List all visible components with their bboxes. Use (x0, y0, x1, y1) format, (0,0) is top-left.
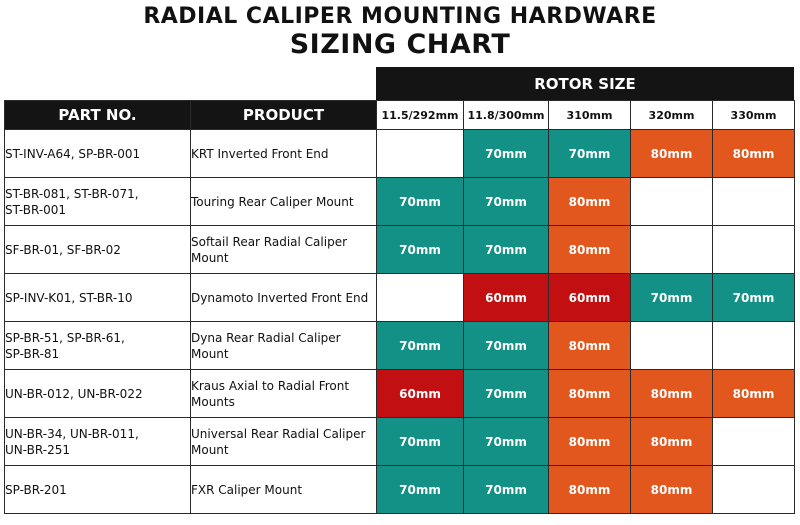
table-row: SP-BR-201 FXR Caliper Mount 70mm 70mm 80mm 80… (4, 465, 795, 514)
size-cell-empty (630, 321, 713, 370)
size-cell: 80mm (548, 225, 631, 274)
size-cell: 80mm (630, 369, 713, 418)
size-cell: 80mm (712, 129, 795, 178)
rotor-size-col-2: 310mm (548, 100, 631, 130)
size-cell-empty (712, 177, 795, 226)
part-number-line: ST-BR-001 (5, 202, 67, 217)
rotor-size-col-4: 330mm (712, 100, 795, 130)
size-cell: 80mm (630, 417, 713, 466)
part-number-line: ST-BR-081, ST-BR-071, (5, 186, 139, 201)
part-number-cell: SP-INV-K01, ST-BR-10 (4, 273, 191, 322)
size-cell-empty (712, 465, 795, 514)
size-cell: 70mm (376, 321, 464, 370)
size-cell: 80mm (548, 465, 631, 514)
size-cell: 70mm (463, 225, 549, 274)
rotor-size-col-3: 320mm (630, 100, 713, 130)
size-cell-empty (630, 225, 713, 274)
size-cell: 80mm (548, 321, 631, 370)
size-cell: 70mm (376, 225, 464, 274)
product-cell: Dyna Rear Radial Caliper Mount (190, 321, 377, 370)
size-cell: 70mm (630, 273, 713, 322)
product-cell: KRT Inverted Front End (190, 129, 377, 178)
part-number-line: UN-BR-012, UN-BR-022 (5, 386, 143, 401)
part-number-line: SF-BR-01, SF-BR-02 (5, 242, 121, 257)
size-cell: 70mm (376, 177, 464, 226)
table-row: SP-INV-K01, ST-BR-10 Dynamoto Inverted Fr… (4, 273, 795, 322)
size-cell: 80mm (548, 177, 631, 226)
part-number-line: UN-BR-34, UN-BR-011, (5, 426, 139, 441)
part-number-cell: UN-BR-012, UN-BR-022 (4, 369, 191, 418)
rotor-size-col-0: 11.5/292mm (376, 100, 464, 130)
size-cell: 70mm (463, 465, 549, 514)
size-cell: 60mm (463, 273, 549, 322)
size-cell-empty (376, 129, 464, 178)
size-cell: 70mm (463, 369, 549, 418)
size-cell-empty (376, 273, 464, 322)
part-number-cell: ST-BR-081, ST-BR-071, ST-BR-001 (4, 177, 191, 226)
table-row: SF-BR-01, SF-BR-02 Softail Rear Radial Ca… (4, 225, 795, 274)
size-cell: 60mm (548, 273, 631, 322)
size-cell-empty (712, 321, 795, 370)
size-cell: 80mm (630, 129, 713, 178)
size-cell: 80mm (548, 417, 631, 466)
part-number-line: SP-INV-K01, ST-BR-10 (5, 290, 133, 305)
table-body: ST-INV-A64, SP-BR-001 KRT Inverted Front … (4, 129, 795, 514)
part-no-header: PART NO. (4, 100, 191, 130)
rotor-size-col-1: 11.8/300mm (463, 100, 549, 130)
size-cell: 80mm (712, 369, 795, 418)
size-cell: 60mm (376, 369, 464, 418)
size-cell-empty (712, 417, 795, 466)
table-row: ST-INV-A64, SP-BR-001 KRT Inverted Front … (4, 129, 795, 178)
size-cell: 70mm (376, 465, 464, 514)
size-cell: 70mm (463, 321, 549, 370)
part-number-line: SP-BR-201 (5, 482, 67, 497)
product-cell: Dynamoto Inverted Front End (190, 273, 377, 322)
product-cell: Kraus Axial to Radial Front Mounts (190, 369, 377, 418)
table-row: UN-BR-012, UN-BR-022 Kraus Axial to Radia… (4, 369, 795, 418)
product-cell: FXR Caliper Mount (190, 465, 377, 514)
size-cell: 70mm (463, 129, 549, 178)
product-cell: Universal Rear Radial Caliper Mount (190, 417, 377, 466)
chart-subtitle: SIZING CHART (289, 29, 511, 60)
size-cell: 80mm (630, 465, 713, 514)
chart-title: RADIAL CALIPER MOUNTING HARDWARE (143, 4, 657, 29)
size-cell: 70mm (376, 417, 464, 466)
size-cell: 70mm (712, 273, 795, 322)
size-cell: 80mm (548, 369, 631, 418)
size-cell: 70mm (463, 177, 549, 226)
part-number-cell: ST-INV-A64, SP-BR-001 (4, 129, 191, 178)
product-cell: Touring Rear Caliper Mount (190, 177, 377, 226)
part-number-line: UN-BR-251 (5, 442, 70, 457)
part-number-line: SP-BR-51, SP-BR-61, (5, 330, 125, 345)
part-number-line: SP-BR-81 (5, 346, 60, 361)
part-number-cell: UN-BR-34, UN-BR-011, UN-BR-251 (4, 417, 191, 466)
size-cell-empty (630, 177, 713, 226)
part-number-line: ST-INV-A64, SP-BR-001 (5, 146, 141, 161)
table-row: UN-BR-34, UN-BR-011, UN-BR-251 Universal R… (4, 417, 795, 466)
product-header: PRODUCT (190, 100, 377, 130)
size-cell: 70mm (463, 417, 549, 466)
table-row: SP-BR-51, SP-BR-61, SP-BR-81 Dyna Rear Rad… (4, 321, 795, 370)
part-number-cell: SF-BR-01, SF-BR-02 (4, 225, 191, 274)
sizing-table: PART NO. PRODUCT 11.5/292mm 11.8/300mm 3… (4, 100, 795, 514)
header-row: PART NO. PRODUCT 11.5/292mm 11.8/300mm 3… (4, 100, 795, 130)
part-number-cell: SP-BR-201 (4, 465, 191, 514)
part-number-cell: SP-BR-51, SP-BR-61, SP-BR-81 (4, 321, 191, 370)
size-cell: 70mm (548, 129, 631, 178)
table-row: ST-BR-081, ST-BR-071, ST-BR-001 Touring Re… (4, 177, 795, 226)
size-cell-empty (712, 225, 795, 274)
rotor-size-header: ROTOR SIZE (376, 67, 794, 100)
product-cell: Softail Rear Radial Caliper Mount (190, 225, 377, 274)
